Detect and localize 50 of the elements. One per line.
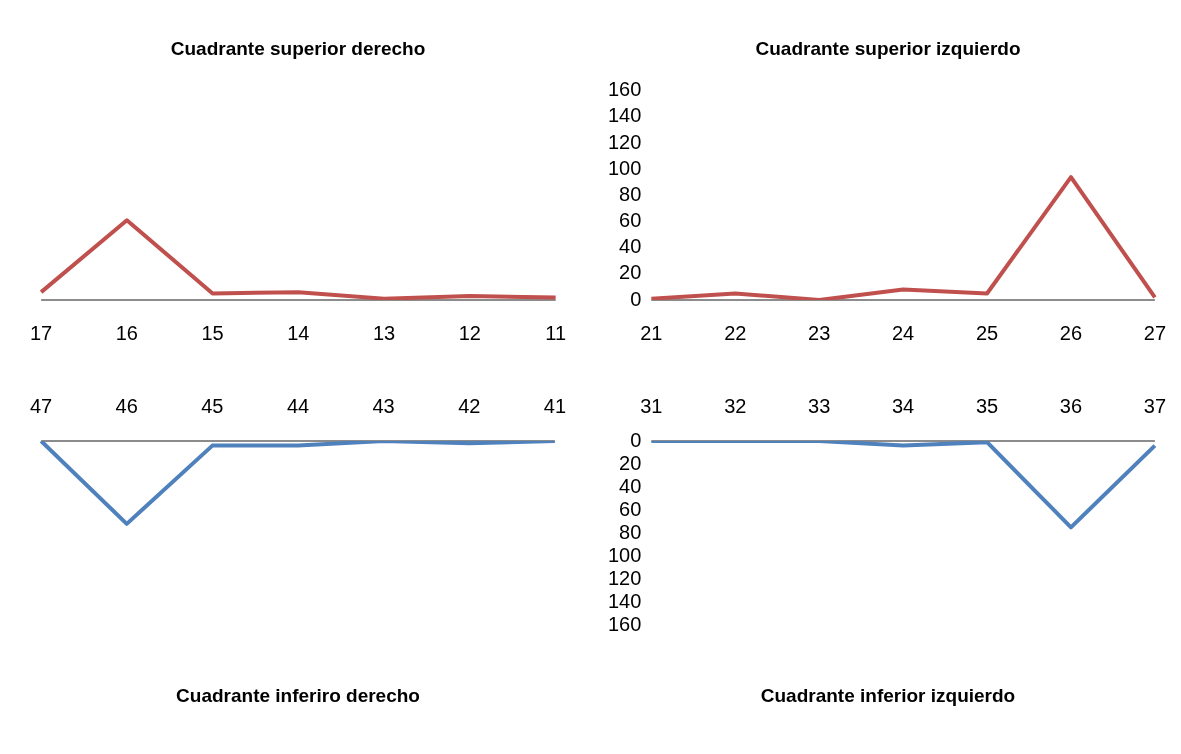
x-tick-label: 24 (892, 321, 915, 344)
chart-title: Cuadrante superior izquierdo (755, 37, 1021, 59)
x-tick-label: 15 (201, 321, 224, 344)
x-tick-label: 43 (372, 394, 395, 417)
y-tick-label: 20 (619, 451, 642, 474)
y-tick-label: 160 (607, 78, 642, 101)
x-tick-label: 32 (724, 394, 747, 417)
x-tick-label: 16 (115, 321, 138, 344)
x-tick-label: 41 (543, 394, 566, 417)
x-tick-label: 17 (30, 321, 53, 344)
y-tick-label: 120 (607, 130, 642, 153)
x-tick-label: 11 (545, 321, 566, 344)
x-tick-label: 45 (201, 394, 224, 417)
x-tick-label: 22 (724, 321, 747, 344)
y-tick-label: 60 (619, 209, 642, 232)
y-tick-label: 160 (607, 612, 642, 635)
x-tick-label: 34 (892, 394, 915, 417)
x-tick-label: 25 (975, 321, 999, 344)
x-tick-label: 13 (373, 321, 396, 344)
x-tick-label: 26 (1059, 321, 1083, 344)
text: Cuadrante inferiro derecho (176, 684, 420, 706)
y-tick-label: 20 (619, 261, 642, 284)
x-tick-label: 35 (975, 394, 999, 417)
x-tick-label: 12 (458, 321, 481, 344)
y-tick-label: 0 (630, 287, 642, 310)
y-tick-label: 120 (607, 566, 642, 589)
x-tick-label: 47 (30, 394, 53, 417)
x-tick-label: 42 (458, 394, 481, 417)
y-tick-label: 100 (607, 156, 642, 179)
chart-title: Cuadrante superior derecho (170, 37, 426, 59)
x-tick-label: 44 (286, 394, 310, 417)
x-tick-label: 33 (808, 394, 831, 417)
y-tick-label: 140 (607, 104, 642, 127)
y-tick-label: 40 (619, 474, 642, 497)
x-tick-label: 46 (115, 394, 138, 417)
y-tick-label: 80 (619, 182, 642, 205)
x-tick-label: 31 (640, 394, 663, 417)
x-tick-label: 36 (1059, 394, 1083, 417)
text: Cuadrante inferior izquierdo (760, 684, 1016, 706)
y-tick-label: 0 (630, 428, 642, 451)
x-tick-label: 21 (640, 321, 663, 344)
y-tick-label: 80 (619, 520, 642, 543)
x-tick-label: 37 (1143, 394, 1166, 417)
x-tick-label: 23 (808, 321, 831, 344)
y-tick-label: 100 (607, 543, 642, 566)
x-tick-label: 14 (287, 321, 310, 344)
x-tick-label: 27 (1143, 321, 1166, 344)
y-tick-label: 140 (607, 589, 642, 612)
y-tick-label: 40 (619, 235, 642, 258)
y-tick-label: 60 (619, 497, 642, 520)
